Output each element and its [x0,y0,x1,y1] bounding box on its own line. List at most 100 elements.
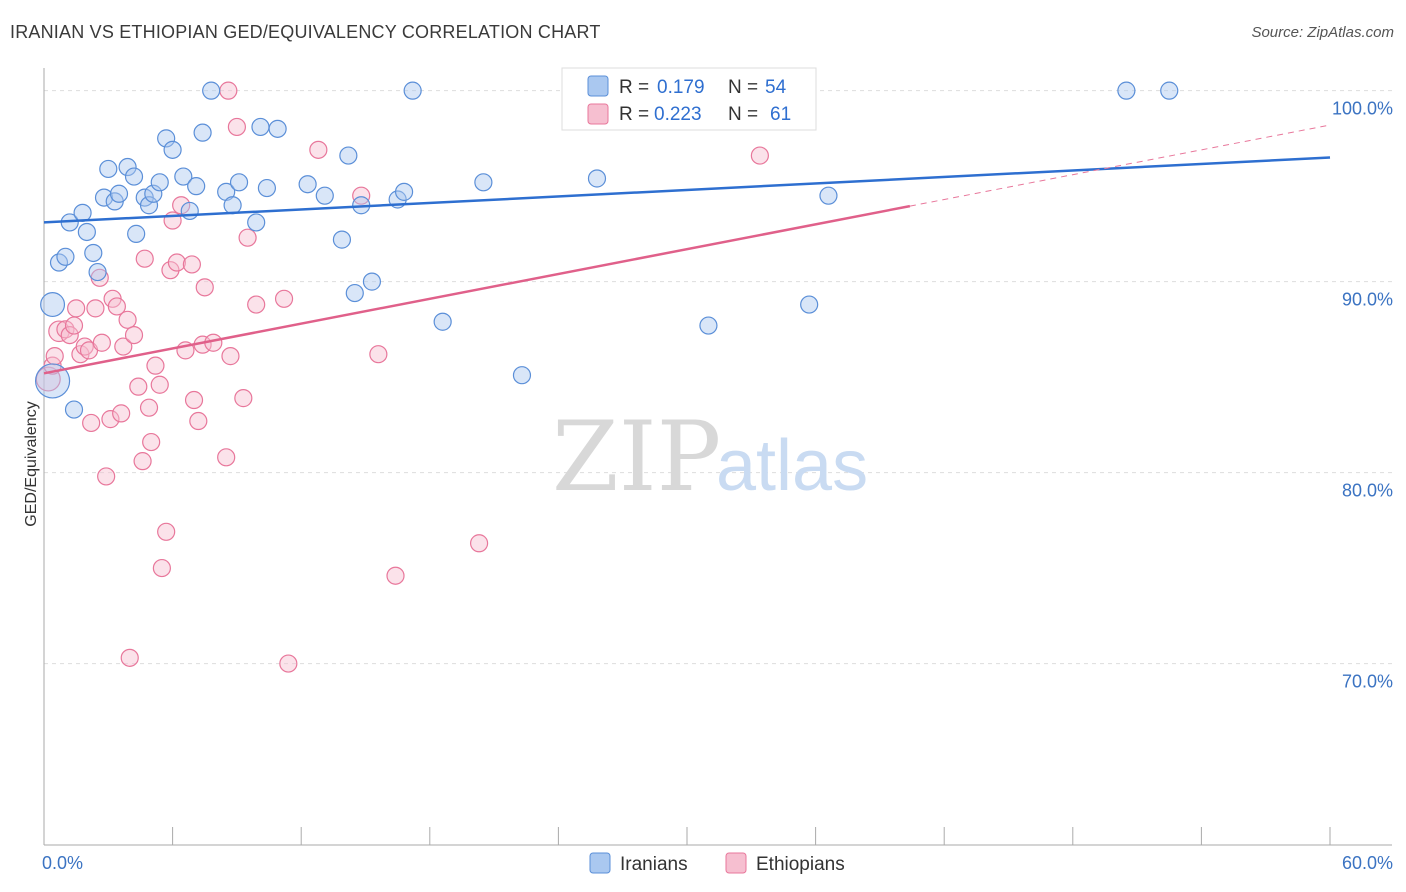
bottom-swatch-iranians [589,852,611,874]
iranians-point [433,312,452,331]
iranians-point [251,117,270,137]
y-tick-label: 70.0% [1342,672,1393,692]
ethiopians-point [82,413,101,433]
stats-legend: R = 0.179 N = 54 R = 0.223 N = 61 [561,67,817,131]
ethiopians-point [157,522,176,541]
axes [43,68,1392,846]
legend-r-label-ethiopians: R = [619,104,649,125]
ethiopians-point [750,146,769,165]
iranians-point [247,213,266,232]
ethiopians-point [274,289,294,308]
ethiopians-point [167,253,186,272]
iranians-point [56,247,75,266]
iranians-point [40,292,66,318]
ethiopians-point [112,404,131,423]
iranians-point [163,140,182,159]
ethiopians-point [48,320,70,343]
series-legend: Iranians Ethiopians [589,852,845,875]
ethiopians-point [139,398,159,417]
iranians-point [180,201,199,221]
legend-n-label-iranians: N = [728,77,758,98]
iranians-point [332,230,352,249]
iranians-point [150,173,169,192]
ethiopians-point [97,467,116,486]
iranians-point [257,178,277,198]
ethiopians-trend-line [43,204,911,375]
y-tick-label: 90.0% [1342,290,1393,310]
watermark-zip: ZIP [552,401,721,513]
ethiopians-point [219,81,238,100]
ethiopians-point [101,410,120,429]
iranians-point [118,157,137,177]
ethiopians-point [114,337,133,356]
ethiopians-point [64,316,84,335]
grid-lines [44,90,1392,665]
iranians-point [157,129,176,148]
iranians-point [193,123,212,142]
iranians-point [1117,81,1136,100]
iranians-point [362,272,382,291]
ethiopians-point [118,310,137,329]
iranians-point [88,262,107,282]
legend-n-label-ethiopians: N = [728,104,758,125]
ethiopians-point [142,432,161,452]
ethiopians-point [161,261,180,280]
bottom-swatch-ethiopians [725,852,747,874]
ethiopians-point [135,249,154,268]
ethiopians-point [150,375,169,394]
legend-n-ethiopians: 61 [770,104,791,125]
legend-swatch-iranians [587,75,609,97]
ethiopians-point [146,356,165,375]
ethiopians-point [107,297,126,316]
ethiopians-point [152,558,171,578]
iranians-point [64,400,84,419]
iranians-point [174,167,193,186]
y-tick-label: 80.0% [1342,481,1393,501]
iranians-point [127,224,146,243]
y-tick-labels: 70.0% 80.0% 90.0% 100.0% [1332,99,1393,692]
iranians-point [1160,81,1179,100]
ethiopians-trend-extension [909,124,1331,207]
iranians-point [800,295,819,314]
iranians-point [339,146,358,165]
iranians-point [124,167,144,186]
iranians-points [34,81,1179,419]
trend-lines [43,124,1331,375]
iranians-point [819,186,838,205]
iranians-point [699,316,718,335]
ethiopians-point [369,345,388,364]
ethiopians-point [195,278,214,297]
ethiopians-point [221,347,240,366]
legend-r-ethiopians: 0.223 [654,104,702,125]
ethiopians-point [133,452,152,471]
ethiopians-point [234,389,253,408]
ethiopians-points [35,81,769,673]
ethiopians-point [279,654,298,673]
ethiopians-point [247,295,266,314]
iranians-point [403,81,422,100]
ethiopians-point [86,299,105,318]
legend-swatch-ethiopians [587,103,609,125]
x-tick-label-min: 0.0% [42,853,83,873]
y-axis-label: GED/Equivalency [23,401,40,526]
iranians-point [144,184,163,203]
legend-n-iranians: 54 [765,77,787,98]
ethiopians-point [182,255,201,274]
ethiopians-point [60,325,79,345]
source-label: Source: ZipAtlas.com [1251,24,1394,41]
x-tick-labels: 0.0% 60.0% [42,853,1393,873]
ethiopians-point [129,377,148,396]
iranians-point [99,159,118,179]
legend-r-iranians: 0.179 [657,77,705,98]
ethiopians-point [124,325,144,345]
iranians-point [223,196,242,215]
iranians-point [187,177,206,196]
iranians-point [77,222,96,242]
iranians-point [73,203,92,222]
x-tick-label-max: 60.0% [1342,853,1393,873]
iranians-point [139,196,159,215]
iranians-point [394,182,414,201]
legend-r-label-iranians: R = [619,77,649,98]
ethiopians-point [120,648,139,667]
